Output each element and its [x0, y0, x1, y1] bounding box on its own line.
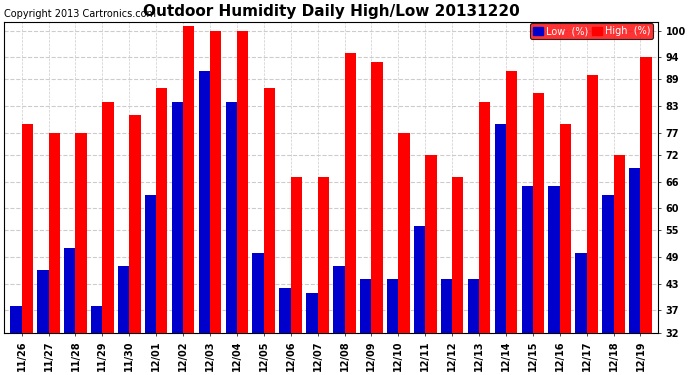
Legend: Low  (%), High  (%): Low (%), High (%) — [531, 24, 653, 39]
Bar — [145, 195, 156, 333]
Bar — [172, 102, 183, 333]
Bar — [279, 288, 290, 333]
Bar — [602, 195, 613, 333]
Bar — [495, 124, 506, 333]
Bar — [506, 70, 518, 333]
Bar — [10, 306, 21, 333]
Bar — [441, 279, 452, 333]
Bar — [199, 70, 210, 333]
Text: Copyright 2013 Cartronics.com: Copyright 2013 Cartronics.com — [4, 9, 156, 19]
Bar — [533, 93, 544, 333]
Bar — [522, 186, 533, 333]
Bar — [91, 306, 102, 333]
Bar — [640, 57, 652, 333]
Bar — [290, 177, 302, 333]
Bar — [425, 155, 437, 333]
Bar — [237, 31, 248, 333]
Bar — [549, 186, 560, 333]
Bar — [210, 31, 221, 333]
Bar — [371, 62, 383, 333]
Bar — [468, 279, 479, 333]
Bar — [226, 102, 237, 333]
Bar — [118, 266, 129, 333]
Bar — [613, 155, 625, 333]
Bar — [575, 253, 586, 333]
Bar — [48, 133, 60, 333]
Bar — [264, 88, 275, 333]
Bar — [414, 226, 425, 333]
Bar — [306, 292, 317, 333]
Title: Outdoor Humidity Daily High/Low 20131220: Outdoor Humidity Daily High/Low 20131220 — [143, 4, 520, 19]
Bar — [253, 253, 264, 333]
Bar — [183, 26, 195, 333]
Bar — [102, 102, 114, 333]
Bar — [560, 124, 571, 333]
Bar — [64, 248, 75, 333]
Bar — [75, 133, 87, 333]
Bar — [629, 168, 640, 333]
Bar — [333, 266, 344, 333]
Bar — [387, 279, 398, 333]
Bar — [479, 102, 491, 333]
Bar — [586, 75, 598, 333]
Bar — [37, 270, 48, 333]
Bar — [398, 133, 410, 333]
Bar — [317, 177, 329, 333]
Bar — [360, 279, 371, 333]
Bar — [344, 53, 356, 333]
Bar — [21, 124, 33, 333]
Bar — [452, 177, 464, 333]
Bar — [156, 88, 168, 333]
Bar — [129, 115, 141, 333]
